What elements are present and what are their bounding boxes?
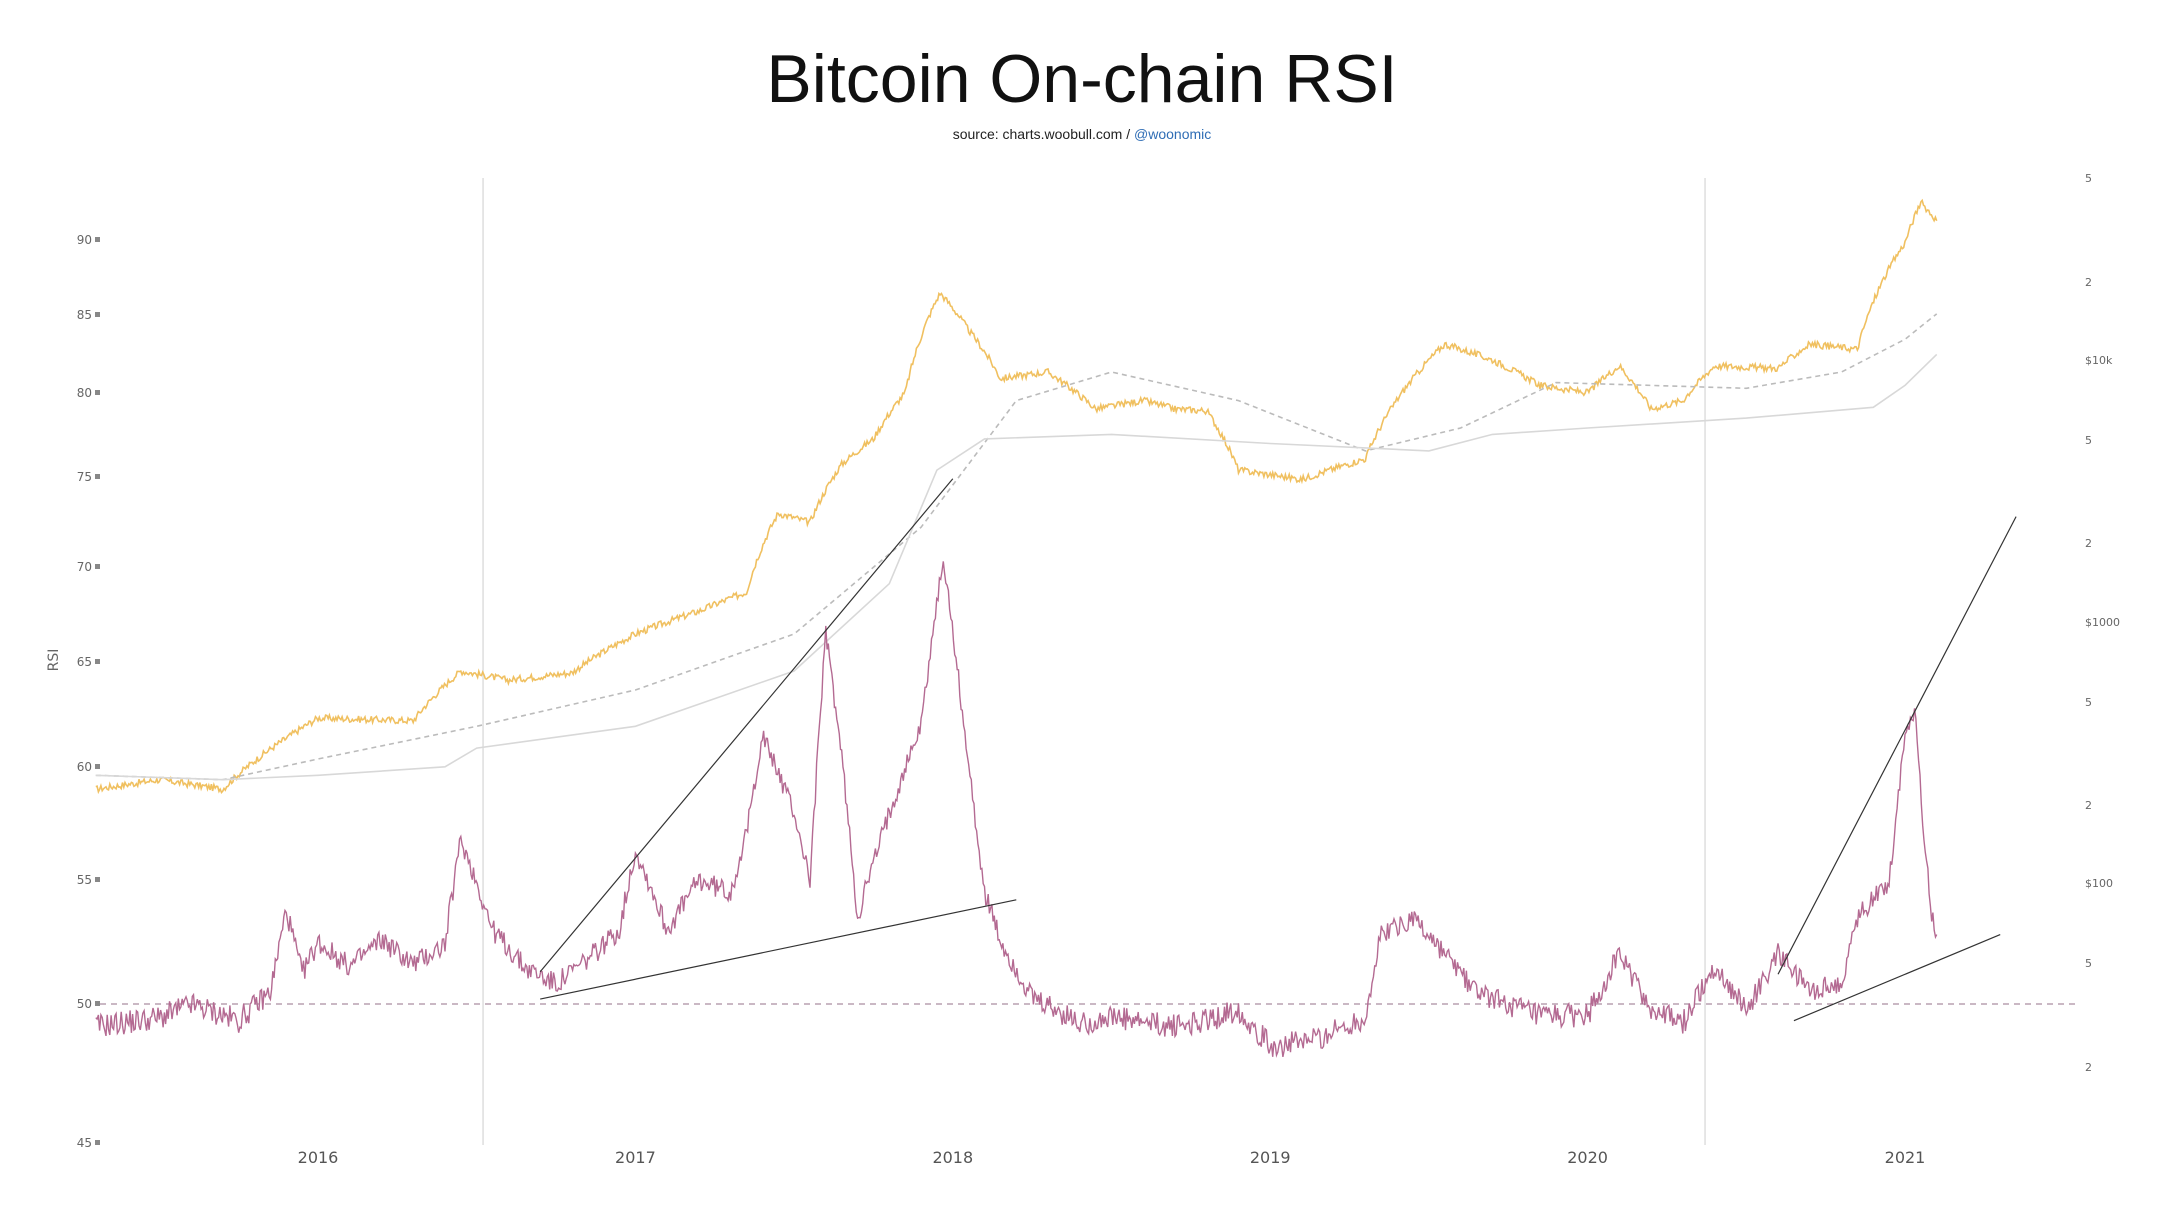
left-tick-mark (95, 764, 100, 769)
x-axis: 2016 2017 2018 2019 2020 2021 (298, 1148, 1926, 1167)
ma-dashed-series-line (95, 313, 1938, 781)
series-group (95, 198, 1938, 1058)
left-tick-mark (95, 312, 100, 317)
right-tick-label: 2 (2085, 276, 2092, 289)
right-tick-label: $100 (2085, 877, 2113, 890)
left-tick-mark (95, 1001, 100, 1006)
price-series-line (95, 198, 1938, 795)
x-tick-label: 2019 (1250, 1148, 1291, 1167)
right-tick-label: 5 (2085, 172, 2092, 185)
right-tick-label: $10k (2085, 354, 2113, 367)
y-axis-label: RSI (46, 649, 62, 672)
trendline (540, 899, 1017, 1000)
chart-title: Bitcoin On-chain RSI (766, 41, 1398, 117)
rsi-series-line (95, 561, 1938, 1058)
right-tick-label: 5 (2085, 434, 2092, 447)
x-tick-label: 2018 (932, 1148, 973, 1167)
left-tick-mark (95, 564, 100, 569)
left-axis: 90 85 80 75 70 65 60 55 50 45 (77, 233, 100, 1150)
right-tick-label: $1000 (2085, 616, 2120, 629)
trendline-group (539, 478, 2017, 1022)
right-axis: 5 2 $10k 5 2 $1000 5 2 $100 5 2 (2085, 172, 2120, 1074)
right-tick-label: 5 (2085, 957, 2092, 970)
left-tick-label: 85 (77, 308, 92, 322)
x-tick-label: 2017 (615, 1148, 656, 1167)
chart-subtitle: source: charts.woobull.com / @woonomic (0, 126, 2164, 142)
left-tick-label: 80 (77, 386, 92, 400)
left-tick-label: 90 (77, 233, 92, 247)
left-tick-label: 70 (77, 560, 92, 574)
trendline (1777, 516, 2017, 975)
left-tick-label: 75 (77, 470, 92, 484)
left-tick-mark (95, 237, 100, 242)
left-tick-mark (95, 1140, 100, 1145)
left-tick-label: 55 (77, 873, 92, 887)
left-tick-mark (95, 659, 100, 664)
right-tick-label: 2 (2085, 537, 2092, 550)
x-tick-label: 2020 (1567, 1148, 1608, 1167)
trendline (539, 478, 954, 973)
left-tick-mark (95, 877, 100, 882)
left-tick-label: 65 (77, 655, 92, 669)
left-tick-label: 45 (77, 1136, 92, 1150)
left-tick-mark (95, 474, 100, 479)
right-tick-label: 5 (2085, 696, 2092, 709)
right-tick-label: 2 (2085, 799, 2092, 812)
trendline (1793, 934, 2001, 1022)
x-tick-label: 2016 (298, 1148, 339, 1167)
left-tick-label: 50 (77, 997, 92, 1011)
left-tick-label: 60 (77, 760, 92, 774)
x-tick-label: 2021 (1885, 1148, 1926, 1167)
left-tick-mark (95, 390, 100, 395)
subtitle-source: source: charts.woobull.com / (952, 126, 1135, 142)
subtitle-handle-link[interactable]: @woonomic (1134, 126, 1212, 142)
chart-grid (100, 178, 2080, 1145)
right-tick-label: 2 (2085, 1061, 2092, 1074)
ma-solid-series-line (95, 353, 1938, 781)
